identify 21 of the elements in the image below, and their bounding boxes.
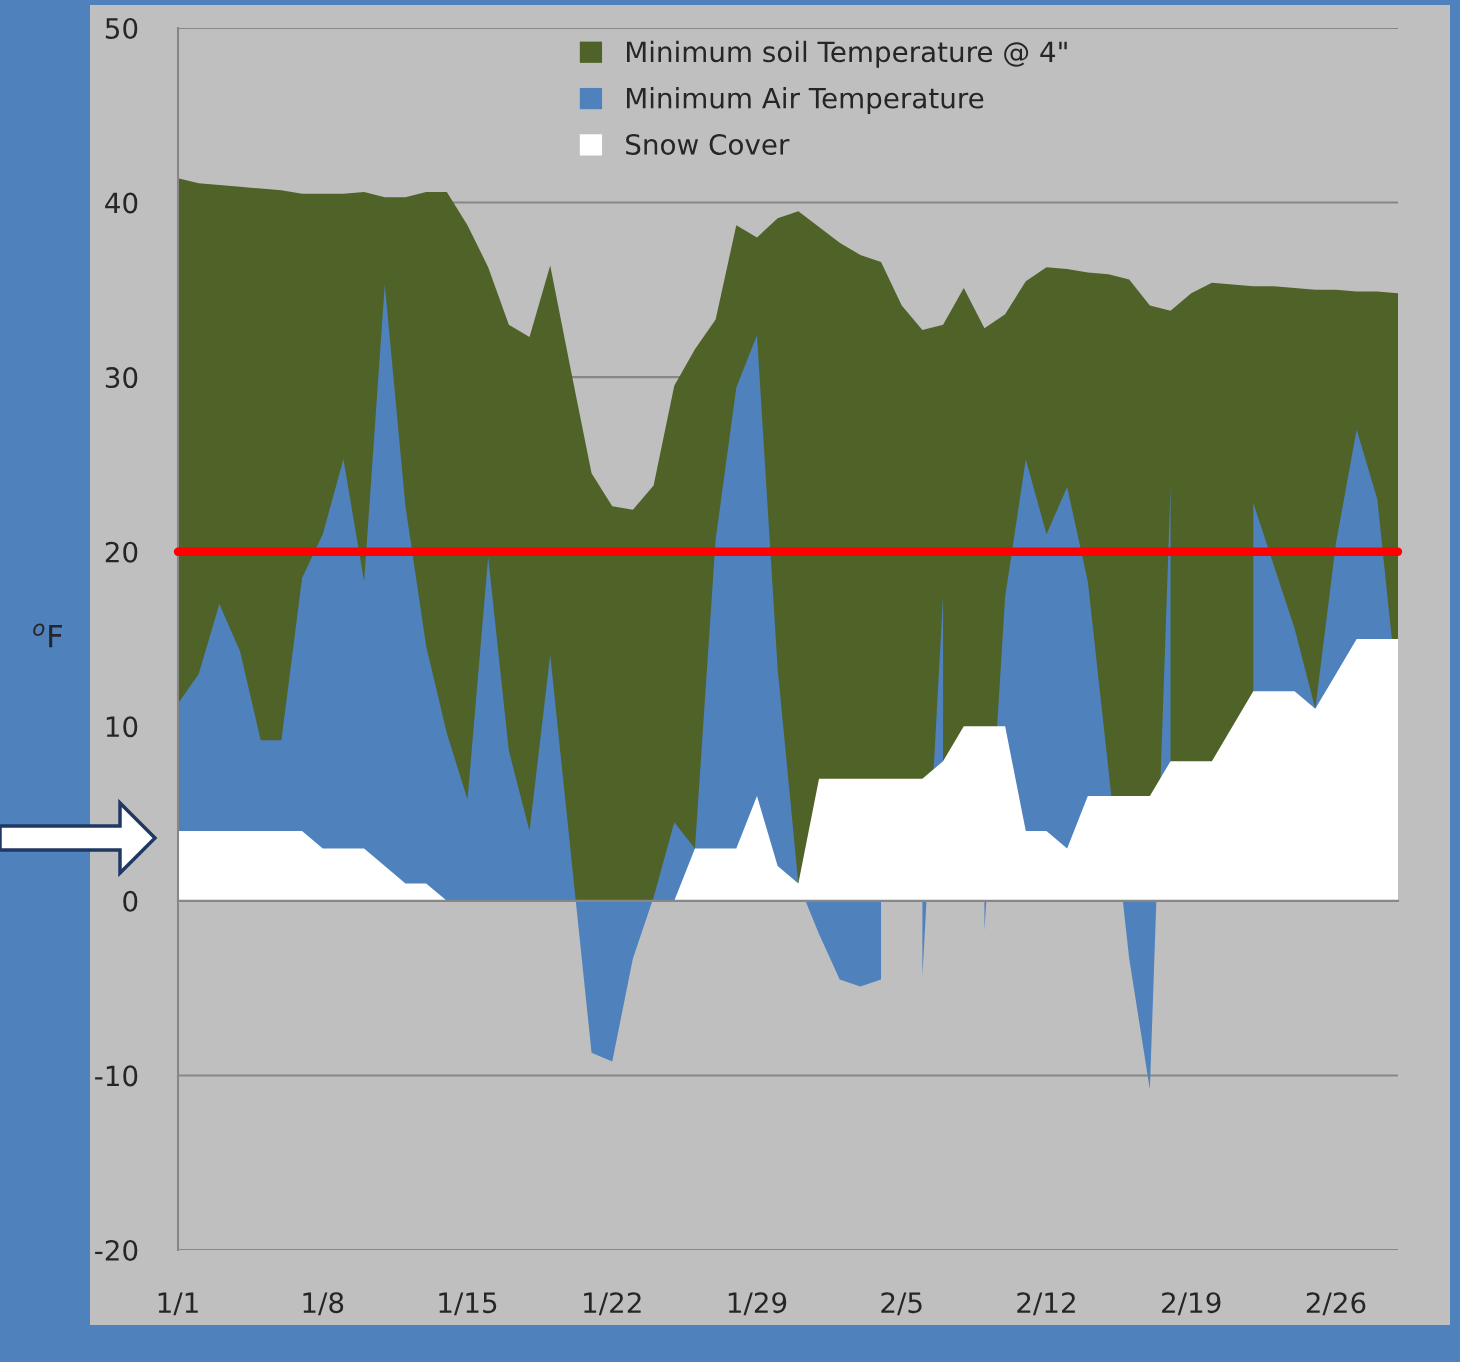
x-tick-label: 1/15 — [439, 1292, 497, 1316]
y-axis-title: $^{o}$F — [33, 623, 62, 648]
x-tick-label: 1/8 — [303, 1292, 344, 1316]
y-tick-label: -20 — [95, 1239, 138, 1261]
y-tick-label: 40 — [105, 192, 138, 214]
x-tick-label: 1/1 — [158, 1292, 198, 1316]
x-tick-label: 2/5 — [881, 1292, 922, 1316]
legend-label: Snow Cover — [626, 133, 790, 155]
x-tick-label: 2/19 — [1162, 1292, 1221, 1316]
y-tick-label: 50 — [105, 17, 138, 39]
x-tick-label: 2/12 — [1017, 1292, 1075, 1316]
x-tick-label: 1/22 — [584, 1292, 641, 1316]
legend-label: Minimum Air Temperature — [626, 87, 984, 114]
y-tick-label: -10 — [95, 1065, 138, 1087]
x-tick-label: 1/29 — [728, 1292, 787, 1316]
legend-label: Minimum soil Temperature @ 4" — [626, 40, 1067, 68]
y-tick-label: 30 — [105, 367, 138, 389]
y-tick-label: 10 — [106, 716, 138, 738]
x-tick-label: 2/26 — [1306, 1292, 1366, 1316]
y-tick-label: 0 — [123, 890, 138, 912]
y-tick-label: 20 — [105, 541, 138, 563]
